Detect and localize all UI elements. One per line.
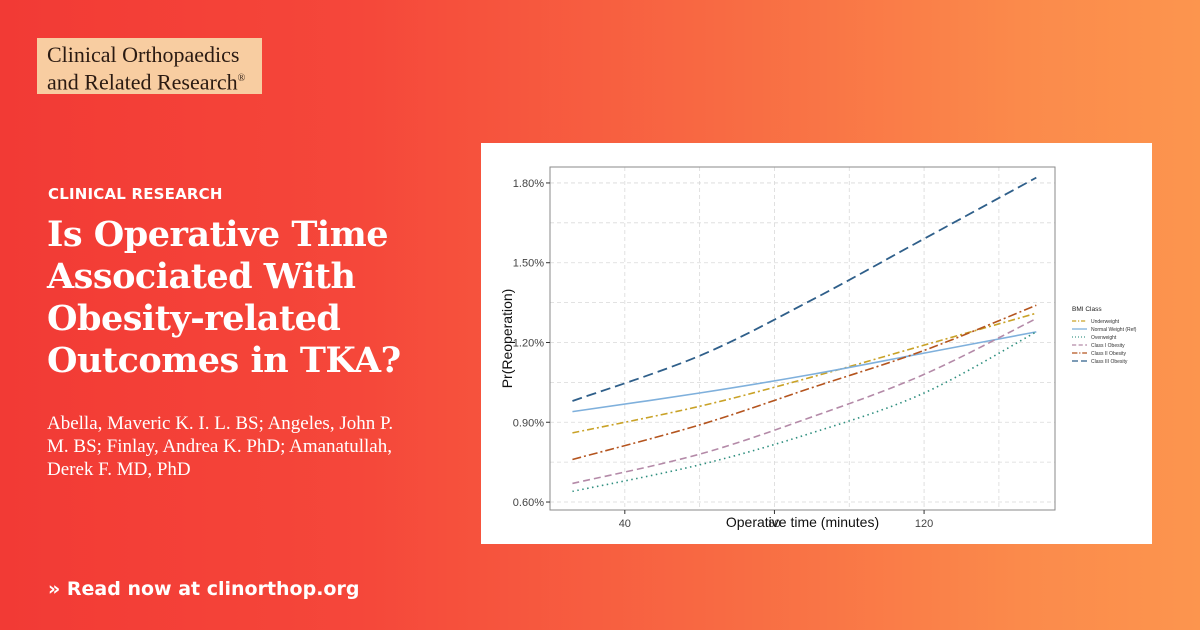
plot-panel-border bbox=[549, 166, 1056, 511]
legend-label-overweight: Overweight bbox=[1091, 335, 1117, 341]
y-tick-label: 0.90% bbox=[513, 417, 544, 429]
y-axis-label: Pr(Reoperation) bbox=[499, 289, 515, 389]
article-authors: Abella, Maveric K. I. L. BS; Angeles, Jo… bbox=[47, 413, 394, 480]
x-tick-label: 120 bbox=[915, 518, 933, 530]
chart-series bbox=[572, 176, 1037, 493]
chart-card: 40 80 120 0.60% 0.90% 1.20% 1.50% 1.80% Operati… bbox=[481, 143, 1152, 544]
series-line-class-i-obesity bbox=[572, 317, 1037, 485]
legend-title: BMI Class bbox=[1072, 306, 1102, 313]
axis-ticks: 40 80 120 0.60% 0.90% 1.20% 1.50% 1.80% bbox=[513, 178, 933, 530]
y-tick-label: 1.50% bbox=[513, 258, 544, 270]
section-kicker: CLINICAL RESEARCH bbox=[48, 185, 223, 203]
series-line-class-iii-obesity bbox=[572, 176, 1037, 402]
series-line-underweight bbox=[572, 312, 1037, 434]
legend-label-underweight: Underweight bbox=[1091, 319, 1120, 325]
legend-label-class-iii-obesity: Class III Obesity bbox=[1091, 359, 1128, 365]
series-line-normal-weight-ref bbox=[572, 331, 1037, 413]
y-tick-label: 0.60% bbox=[513, 497, 544, 509]
y-tick-label: 1.80% bbox=[513, 178, 544, 190]
x-axis-label: Operative time (minutes) bbox=[726, 514, 879, 530]
x-tick-label: 80 bbox=[768, 518, 780, 530]
chart-gridlines bbox=[549, 167, 1055, 510]
legend-label-normal-weight-ref: Normal Weight (Ref) bbox=[1091, 327, 1137, 333]
logo-line-2-text: and Related Research bbox=[47, 69, 238, 95]
y-tick-label: 1.20% bbox=[513, 337, 544, 349]
x-tick-label: 40 bbox=[619, 518, 631, 530]
legend-label-class-i-obesity: Class I Obesity bbox=[1091, 343, 1125, 349]
registered-mark: ® bbox=[237, 73, 246, 84]
legend-label-class-ii-obesity: Class II Obesity bbox=[1091, 351, 1127, 357]
reoperation-line-chart: 40 80 120 0.60% 0.90% 1.20% 1.50% 1.80% Operati… bbox=[499, 166, 1137, 530]
logo-line-1: Clinical Orthopaedics bbox=[47, 42, 240, 67]
chart-legend: BMI Class Underweight Normal Weight (Ref)… bbox=[1072, 306, 1137, 365]
read-now-link[interactable]: » Read now at clinorthop.org bbox=[48, 578, 360, 600]
journal-logo[interactable]: Clinical Orthopaedics and Related Resear… bbox=[37, 38, 262, 94]
series-line-class-ii-obesity bbox=[572, 304, 1037, 461]
article-headline: Is Operative Time Associated With Obesit… bbox=[47, 214, 401, 381]
logo-line-2: and Related Research® bbox=[47, 67, 252, 94]
